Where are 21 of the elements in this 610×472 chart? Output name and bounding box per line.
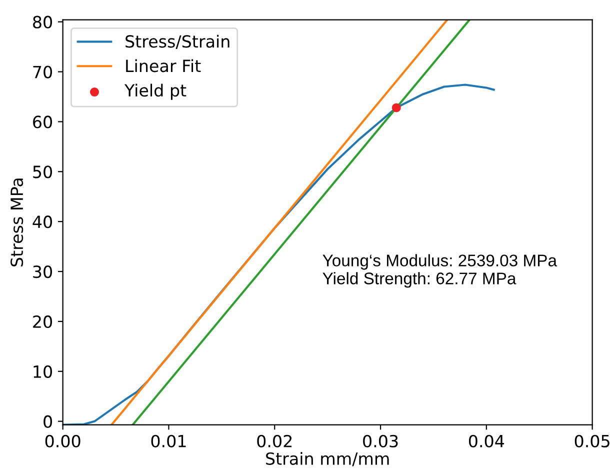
y-tick-label: 20	[33, 315, 52, 328]
x-tick-label: 0.00	[45, 434, 80, 448]
legend-label: Linear Fit	[126, 59, 201, 72]
y-tick-label: 30	[33, 265, 52, 278]
x-tick-label: 0.01	[151, 434, 186, 448]
y-tick-label: 70	[33, 66, 52, 78]
legend-label: Yield pt	[124, 84, 186, 100]
x-tick-label: 0.02	[257, 434, 292, 448]
x-axis-title: Strain mm/mm	[266, 452, 389, 466]
legend-label: Stress/Strain	[126, 34, 230, 50]
x-tick-label: 0.05	[574, 434, 610, 448]
y-tick-label: 0	[44, 415, 52, 428]
x-tick-label: 0.03	[363, 434, 398, 448]
y-tick-label: 50	[33, 166, 52, 178]
y-axis-title: Stress MPa	[10, 178, 24, 266]
y-tick-label: 40	[32, 216, 52, 228]
y-tick-label: 60	[33, 116, 52, 128]
y-tick-label: 10	[34, 365, 52, 378]
y-tick-label: 80	[33, 16, 52, 28]
x-tick-label: 0.04	[468, 434, 504, 448]
annotation: Young‘s Modulus: 2539.03 MPa Yield Strength: 62.77 MPa	[322, 254, 558, 288]
